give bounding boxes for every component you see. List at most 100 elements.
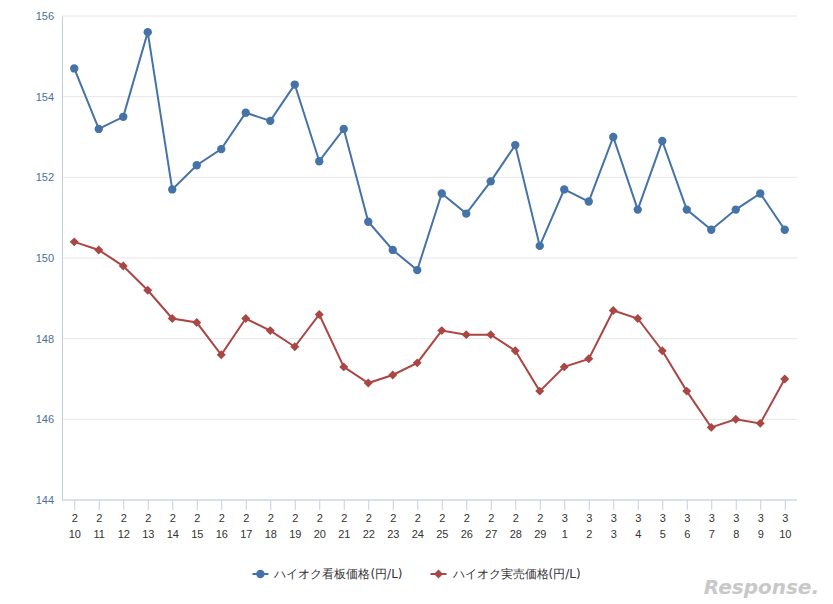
marker bbox=[609, 306, 618, 315]
marker bbox=[266, 326, 275, 335]
x-tick-label-line: 3 bbox=[684, 512, 690, 524]
y-tick: 144 bbox=[36, 494, 62, 506]
x-tick: 214 bbox=[167, 500, 179, 540]
x-tick: 212 bbox=[118, 500, 130, 540]
marker bbox=[168, 185, 176, 193]
x-tick-mark bbox=[564, 500, 565, 510]
x-tick-mark bbox=[466, 500, 467, 510]
marker bbox=[780, 375, 789, 384]
x-tick-label-line: 2 bbox=[537, 512, 543, 524]
x-tick-label-line: 2 bbox=[464, 512, 470, 524]
x-tick-mark bbox=[319, 500, 320, 510]
x-tick-label-line: 27 bbox=[485, 528, 497, 540]
x-tick-label-line: 3 bbox=[562, 512, 568, 524]
x-tick-mark bbox=[760, 500, 761, 510]
x-tick-label: 224 bbox=[412, 512, 424, 540]
x-tick-label: 38 bbox=[733, 512, 739, 540]
y-axis: 144146148150152154156 bbox=[36, 10, 63, 506]
x-tick-label-line: 24 bbox=[412, 528, 424, 540]
x-tick: 218 bbox=[265, 500, 277, 540]
marker bbox=[732, 205, 740, 213]
marker bbox=[756, 189, 764, 197]
marker bbox=[266, 117, 274, 125]
x-tick-label: 227 bbox=[485, 512, 497, 540]
watermark: Response. bbox=[704, 575, 819, 599]
marker bbox=[633, 314, 642, 323]
x-tick-label: 211 bbox=[94, 512, 105, 540]
marker bbox=[290, 342, 299, 351]
x-tick-label: 215 bbox=[191, 512, 203, 540]
marker bbox=[634, 205, 642, 213]
series-line bbox=[74, 32, 785, 270]
x-tick-label-line: 3 bbox=[635, 512, 641, 524]
x-tick-mark bbox=[589, 500, 590, 510]
x-tick: 211 bbox=[94, 500, 105, 540]
x-tick-mark bbox=[417, 500, 418, 510]
y-tick-label: 156 bbox=[36, 10, 54, 22]
x-tick-label: 219 bbox=[289, 512, 301, 540]
x-tick-label-line: 3 bbox=[782, 512, 788, 524]
x-tick-label-line: 2 bbox=[194, 512, 200, 524]
marker bbox=[462, 209, 470, 217]
marker bbox=[217, 350, 226, 359]
x-tick-label-line: 14 bbox=[167, 528, 179, 540]
x-tick: 227 bbox=[485, 500, 497, 540]
x-tick-label-line: 2 bbox=[268, 512, 274, 524]
x-tick: 219 bbox=[289, 500, 301, 540]
x-tick-label-line: 2 bbox=[390, 512, 396, 524]
x-tick-label: 229 bbox=[534, 512, 546, 540]
marker bbox=[682, 387, 691, 396]
x-axis: 2102112122132142152162172182192202212222… bbox=[62, 500, 797, 540]
x-tick-label-line: 1 bbox=[562, 528, 568, 540]
x-tick-label-line: 21 bbox=[338, 528, 350, 540]
marker bbox=[389, 246, 397, 254]
x-tick-label: 39 bbox=[758, 512, 764, 540]
chart-svg: 1441461481501521541562102112122132142152… bbox=[0, 0, 833, 604]
x-tick-label-line: 2 bbox=[488, 512, 494, 524]
x-tick: 213 bbox=[142, 500, 154, 540]
x-tick-mark bbox=[270, 500, 271, 510]
x-tick-label: 228 bbox=[510, 512, 522, 540]
x-tick-mark bbox=[172, 500, 173, 510]
x-tick-mark bbox=[638, 500, 639, 510]
x-tick: 226 bbox=[461, 500, 473, 540]
x-tick-label-line: 2 bbox=[72, 512, 78, 524]
marker bbox=[193, 161, 201, 169]
x-tick: 217 bbox=[240, 500, 252, 540]
x-tick-label-line: 3 bbox=[586, 512, 592, 524]
grid-line bbox=[62, 16, 797, 17]
x-tick-label-line: 13 bbox=[142, 528, 154, 540]
marker bbox=[511, 141, 519, 149]
x-tick-label: 217 bbox=[240, 512, 252, 540]
marker bbox=[511, 346, 520, 355]
x-tick-mark bbox=[711, 500, 712, 510]
y-tick: 152 bbox=[36, 171, 62, 183]
y-tick-label: 144 bbox=[36, 494, 54, 506]
x-tick-label: 37 bbox=[709, 512, 715, 540]
x-tick-mark bbox=[662, 500, 663, 510]
x-tick: 210 bbox=[69, 500, 81, 540]
legend-item: ハイオク看板価格(円/L) bbox=[252, 567, 402, 581]
legend-marker bbox=[434, 570, 443, 579]
y-tick-label: 148 bbox=[36, 333, 54, 345]
y-tick-label: 146 bbox=[36, 413, 54, 425]
x-tick: 31 bbox=[562, 500, 568, 540]
x-tick-label: 226 bbox=[461, 512, 473, 540]
x-tick: 33 bbox=[611, 500, 617, 540]
x-tick-label: 221 bbox=[338, 512, 350, 540]
x-tick: 34 bbox=[635, 500, 641, 540]
x-tick-label-line: 16 bbox=[216, 528, 228, 540]
x-tick-label: 33 bbox=[611, 512, 617, 540]
x-tick-label-line: 3 bbox=[758, 512, 764, 524]
x-tick-mark bbox=[687, 500, 688, 510]
x-tick: 37 bbox=[709, 500, 715, 540]
marker bbox=[242, 109, 250, 117]
x-tick-mark bbox=[344, 500, 345, 510]
marker bbox=[609, 133, 617, 141]
x-tick-label-line: 3 bbox=[611, 528, 617, 540]
grid-line bbox=[62, 96, 797, 97]
x-tick: 228 bbox=[510, 500, 522, 540]
x-tick-label: 220 bbox=[314, 512, 326, 540]
marker bbox=[143, 286, 152, 295]
x-tick-label-line: 2 bbox=[341, 512, 347, 524]
